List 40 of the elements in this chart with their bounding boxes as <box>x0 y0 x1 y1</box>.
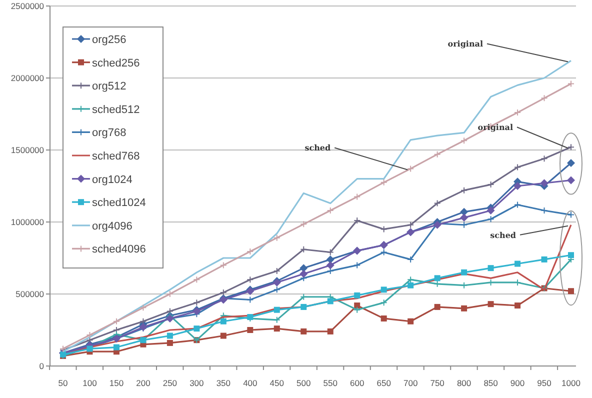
y-tick-label: 1500000 <box>10 145 44 155</box>
x-tick-label: 100 <box>82 378 98 388</box>
annotation: original <box>478 122 513 132</box>
legend-label: org256 <box>92 34 126 46</box>
x-tick-label: 400 <box>243 378 258 388</box>
x-tick-label: 850 <box>484 378 498 388</box>
y-tick-label: 0 <box>39 361 44 371</box>
y-tick-label: 2000000 <box>10 73 44 83</box>
x-tick-label: 600 <box>350 378 364 388</box>
x-tick-label: 300 <box>190 378 204 388</box>
x-tick-label: 1000 <box>562 378 581 388</box>
legend-label: sched512 <box>92 104 140 116</box>
legend-label: sched768 <box>92 150 140 162</box>
x-tick-label: 800 <box>456 378 472 388</box>
legend-label: sched256 <box>92 57 140 70</box>
legend-label: org4096 <box>92 220 132 232</box>
x-tick-label: 350 <box>216 378 231 388</box>
x-tick-label: 150 <box>109 378 124 388</box>
x-tick-label: 250 <box>162 378 178 388</box>
x-tick-label: 650 <box>376 378 392 388</box>
legend-label: org512 <box>92 80 126 93</box>
x-tick-label: 900 <box>510 378 525 388</box>
x-tick-label: 700 <box>403 378 418 388</box>
x-tick-label: 200 <box>136 378 151 388</box>
legend-label: sched4096 <box>92 244 146 256</box>
x-tick-label: 750 <box>430 378 445 388</box>
legend-label: org1024 <box>92 174 132 186</box>
x-tick-label: 50 <box>58 378 68 388</box>
x-tick-label: 950 <box>537 378 552 388</box>
legend-label: sched1024 <box>92 197 146 210</box>
x-tick-label: 550 <box>323 378 338 388</box>
x-tick-label: 500 <box>296 378 311 388</box>
annotation: original <box>448 38 483 49</box>
annotation: sched <box>490 230 516 240</box>
x-tick-label: 450 <box>270 378 284 388</box>
legend-label: org768 <box>92 127 126 140</box>
y-tick-label: 2500000 <box>10 1 44 11</box>
annotation: sched <box>304 142 331 153</box>
y-tick-label: 1000000 <box>10 217 44 227</box>
y-tick-label: 500000 <box>16 289 44 299</box>
